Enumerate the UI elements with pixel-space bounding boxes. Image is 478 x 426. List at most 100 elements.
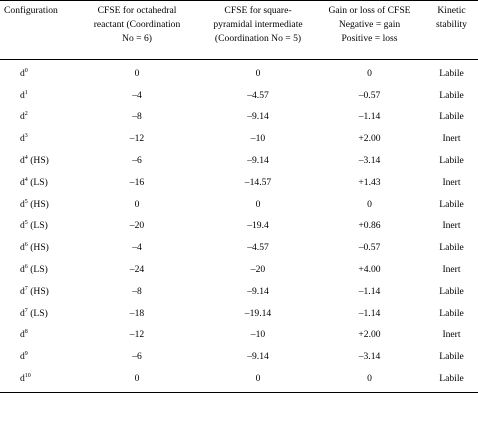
table-row: d4 (LS) –16 –14.57 +1.43 Inert <box>0 172 478 194</box>
config-spin-state: (HS) <box>27 285 49 297</box>
cell-kinetic-stability: Labile <box>439 67 464 79</box>
config-electron-count: 2 <box>24 111 28 118</box>
cell-kinetic-stability: Inert <box>442 220 461 232</box>
table-row: d10 0 0 0 Labile <box>0 368 478 393</box>
config-orbital: d <box>20 307 25 319</box>
cell-configuration: d8 <box>0 325 72 347</box>
cell-cfse-reactant: –20 <box>129 220 145 232</box>
config-electron-count: 0 <box>24 67 28 74</box>
cell-kinetic-stability: Inert <box>442 329 461 341</box>
cell-cfse-reactant: –4 <box>132 89 142 101</box>
cell-cfse-intermediate: –10 <box>250 133 266 145</box>
cell-cfse-intermediate: –19.4 <box>247 220 269 232</box>
config-electron-count: 10 <box>24 373 31 380</box>
table-row: d8 –12 –10 +2.00 Inert <box>0 325 478 347</box>
table-row: d6 (LS) –24 –20 +4.00 Inert <box>0 259 478 281</box>
cell-cfse-reactant: –18 <box>129 307 145 319</box>
table-body: d0 0 0 0 Labile d1 –4 –4.57 –0.57 Labile d2 –8 –9.14… <box>0 60 478 393</box>
cell-configuration: d4 (HS) <box>0 150 72 172</box>
config-spin-state: (LS) <box>27 307 48 319</box>
config-electron-count: 7 <box>24 285 28 292</box>
cell-cfse-reactant: –6 <box>132 351 142 363</box>
table-row: d4 (HS) –6 –9.14 –3.14 Labile <box>0 150 478 172</box>
cell-configuration: d0 <box>0 60 72 85</box>
header-gain-loss: Gain or loss of CFSE Negative = gain Pos… <box>314 0 425 60</box>
cell-gain-loss: –3.14 <box>358 351 381 363</box>
config-orbital: d <box>20 111 25 123</box>
table-row: d5 (LS) –20 –19.4 +0.86 Inert <box>0 216 478 238</box>
cell-kinetic-stability: Inert <box>442 264 461 276</box>
cell-gain-loss: +2.00 <box>358 133 381 145</box>
cell-kinetic-stability: Labile <box>439 155 464 167</box>
cell-cfse-intermediate: –19.14 <box>244 307 272 319</box>
cell-cfse-intermediate: –9.14 <box>247 111 269 123</box>
table-row: d1 –4 –4.57 –0.57 Labile <box>0 85 478 107</box>
cell-cfse-reactant: 0 <box>134 67 140 79</box>
config-spin-state: (HS) <box>27 155 49 167</box>
cell-configuration: d1 <box>0 85 72 107</box>
cell-gain-loss: 0 <box>367 67 372 79</box>
cell-cfse-intermediate: –4.57 <box>247 242 269 254</box>
cell-kinetic-stability: Labile <box>439 307 464 319</box>
cell-cfse-reactant: –8 <box>132 111 142 123</box>
cell-configuration: d4 (LS) <box>0 172 72 194</box>
cell-kinetic-stability: Labile <box>425 368 478 393</box>
config-orbital: d <box>20 155 25 167</box>
table-row: d3 –12 –10 +2.00 Inert <box>0 128 478 150</box>
cell-cfse-reactant: –8 <box>132 285 142 297</box>
cell-configuration: d5 (LS) <box>0 216 72 238</box>
cell-gain-loss: +1.43 <box>358 176 381 188</box>
cell-gain-loss: +4.00 <box>358 264 381 276</box>
cell-configuration: d7 (HS) <box>0 281 72 303</box>
header-cfse-reactant: CFSE for octahedral reactant (Coordinati… <box>72 0 202 60</box>
cell-configuration: d10 <box>0 368 72 393</box>
config-orbital: d <box>20 351 25 363</box>
cell-gain-loss: +2.00 <box>358 329 381 341</box>
cell-cfse-intermediate: –9.14 <box>247 155 269 167</box>
cell-kinetic-stability: Labile <box>439 89 464 101</box>
cell-kinetic-stability: Labile <box>439 351 464 363</box>
config-electron-count: 7 <box>24 307 28 314</box>
cell-cfse-intermediate: 0 <box>255 198 261 210</box>
cell-configuration: d6 (LS) <box>0 259 72 281</box>
cell-cfse-intermediate: –4.57 <box>247 89 269 101</box>
config-spin-state: (LS) <box>27 176 48 188</box>
table-row: d7 (LS) –18 –19.14 –1.14 Labile <box>0 303 478 325</box>
table-row: d5 (HS) 0 0 0 Labile <box>0 194 478 216</box>
cell-cfse-intermediate: –10 <box>250 329 266 341</box>
cell-gain-loss: 0 <box>314 368 425 393</box>
cell-cfse-reactant: –16 <box>129 176 145 188</box>
cell-gain-loss: –0.57 <box>358 242 381 254</box>
config-spin-state: (LS) <box>27 264 48 276</box>
cell-cfse-intermediate: –20 <box>250 264 266 276</box>
config-electron-count: 5 <box>24 198 28 205</box>
config-electron-count: 1 <box>24 89 28 96</box>
cell-cfse-intermediate: –14.57 <box>244 176 272 188</box>
table-row: d7 (HS) –8 –9.14 –1.14 Labile <box>0 281 478 303</box>
cell-cfse-reactant: 0 <box>134 198 140 210</box>
cell-gain-loss: –0.57 <box>358 89 381 101</box>
table-row: d6 (HS) –4 –4.57 –0.57 Labile <box>0 237 478 259</box>
cell-gain-loss: –1.14 <box>358 307 381 319</box>
cell-configuration: d9 <box>0 346 72 368</box>
cell-cfse-intermediate: 0 <box>202 368 314 393</box>
header-row: Configuration CFSE for octahedral reacta… <box>0 0 478 60</box>
cell-configuration: d5 (HS) <box>0 194 72 216</box>
cell-cfse-reactant: –12 <box>129 133 145 145</box>
config-electron-count: 6 <box>24 242 28 249</box>
cell-kinetic-stability: Labile <box>439 111 464 123</box>
table-header: Configuration CFSE for octahedral reacta… <box>0 0 478 60</box>
config-electron-count: 4 <box>24 176 28 183</box>
table-row: d0 0 0 0 Labile <box>0 60 478 85</box>
config-spin-state: (HS) <box>27 198 49 210</box>
cell-cfse-intermediate: –9.14 <box>247 351 269 363</box>
cell-cfse-intermediate: 0 <box>255 67 261 79</box>
config-electron-count: 8 <box>24 329 28 336</box>
config-orbital: d <box>20 176 25 188</box>
config-electron-count: 5 <box>24 220 28 227</box>
config-orbital: d <box>20 133 25 145</box>
config-spin-state: (HS) <box>27 242 49 254</box>
config-orbital: d <box>20 264 25 276</box>
cell-gain-loss: –1.14 <box>358 111 381 123</box>
